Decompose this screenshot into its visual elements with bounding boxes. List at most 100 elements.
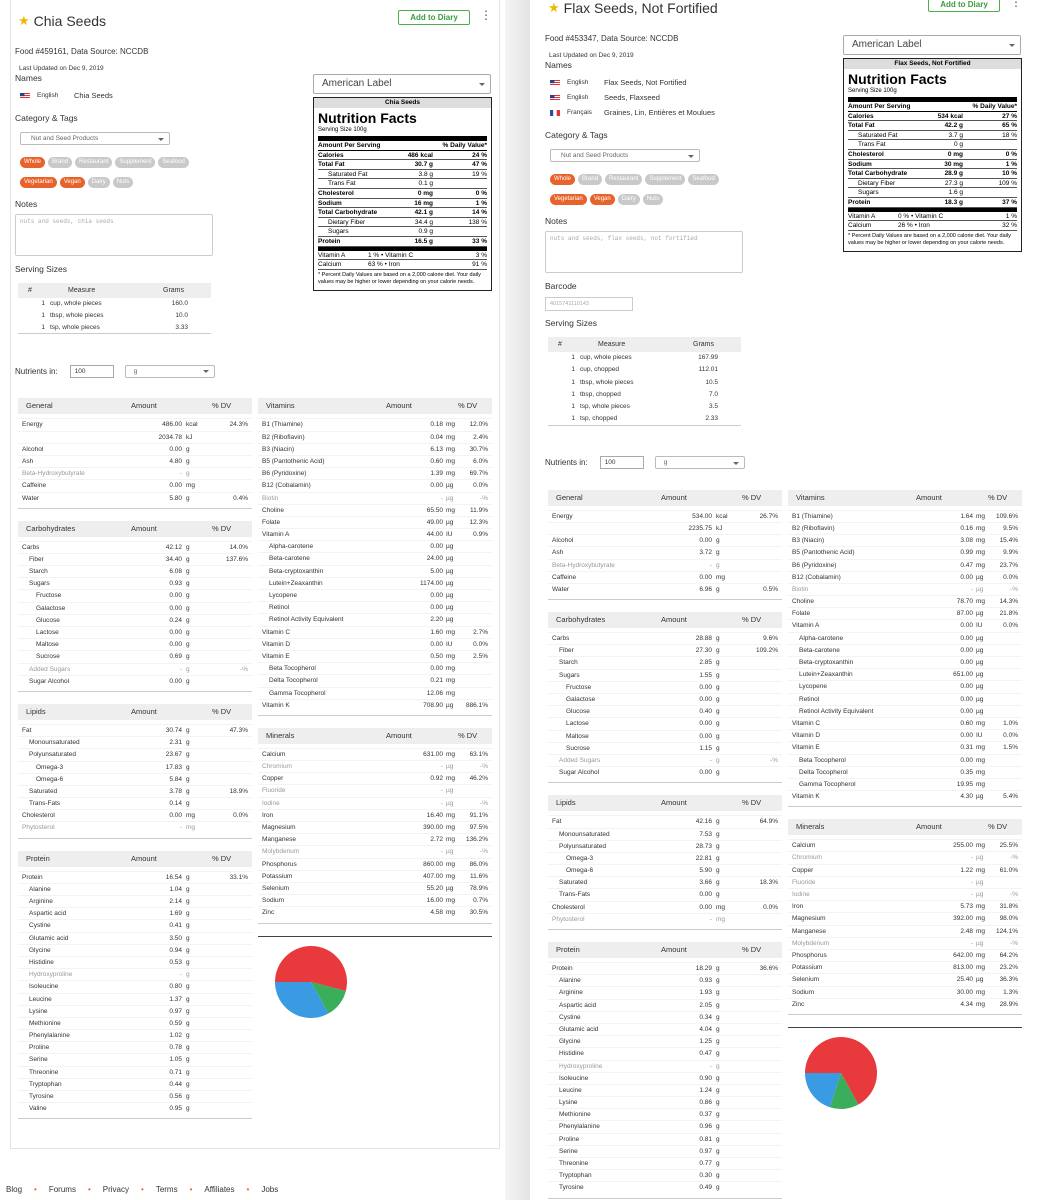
footer-link[interactable]: Terms [155,1185,178,1194]
nutrients-amount[interactable]: 100 [69,364,114,378]
footer-dot: • [246,1185,250,1194]
footer-link[interactable]: Affiliates [204,1185,235,1194]
nutrient-unit: g [186,751,190,759]
nutrient-name: Sucrose [566,744,590,752]
footer-link[interactable]: Privacy [102,1185,129,1194]
column-header: Amount [661,798,687,808]
nutrient-unit: g [186,616,190,624]
label-nutrient: Dietary Fiber [328,218,366,226]
nutrient-amount: - [709,561,712,569]
nutrient-row: Starch 6.08 g [18,565,252,577]
nutrient-unit: µg [976,659,984,667]
tag[interactable]: Nuts [642,194,664,205]
nutrient-unit: mg [976,780,986,788]
serving-count: 1 [571,366,575,374]
nutrient-amount: 0.00 [169,812,182,820]
serving-measure: cup, chopped [580,366,620,374]
nutrient-row: Alcohol 0.00 g [548,534,782,546]
nutrient-amount: 1.39 [430,470,443,478]
nutrient-name: B1 (Thiamine) [792,512,833,520]
tag[interactable]: Vegetarian [20,177,57,188]
category-select[interactable]: Nut and Seed Products [550,149,700,162]
tag[interactable]: Dairy [617,194,640,205]
tag[interactable]: Dairy [87,177,110,188]
category-select[interactable]: Nut and Seed Products [20,132,170,145]
tag[interactable]: Supplement [115,157,156,168]
notes-field[interactable]: nuts and seeds, flax seeds, not fortifie… [545,231,743,273]
table-title: Vitamins [796,492,825,502]
label-select[interactable]: American Label [313,74,491,94]
tag[interactable]: Brand [48,157,73,168]
footer-link[interactable]: Blog [6,1185,23,1194]
label-dv: 24 % [472,151,487,159]
nutrient-name: Alanine [559,977,581,985]
nutrient-dv: -% [1010,854,1018,862]
nutrient-name: B12 (Cobalamin) [792,573,841,581]
nutrients-amount[interactable]: 100 [599,456,644,470]
footer-link[interactable]: Forums [48,1185,76,1194]
tag[interactable]: Seafood [158,157,189,168]
tag[interactable]: Vegetarian [550,194,587,205]
table-title: Minerals [796,822,825,832]
nutrient-dv: 12.0% [469,421,488,429]
footer-link[interactable]: Jobs [261,1185,279,1194]
notes-field[interactable]: nuts and seeds, chia seeds [15,214,213,256]
label-nutrient: Sodium [318,199,342,207]
flag-stripe [553,110,557,116]
nutrient-unit: g [186,922,190,930]
tag[interactable]: Supplement [645,174,686,185]
nutrient-row: B6 (Pyridoxine) 1.39 mg 69.7% [258,467,492,479]
nutrient-unit: g [716,696,720,704]
nutrient-name: Methionine [559,1111,591,1119]
serving-count: 1 [41,311,45,319]
tag[interactable]: Vegan [59,177,85,188]
label-amount: 42.1 g [414,209,433,217]
tag[interactable]: Restaurant [75,157,113,168]
nutrient-unit: µg [446,579,454,587]
nutrient-dv: 0.7% [473,897,488,905]
nutrient-unit: mg [976,842,986,850]
label-row: Cholesterol 0 mg 0 % [318,189,487,199]
table-body: Energy 534.00 kcal 26.7% 2235.75 kJ Alcohol 0.0… [548,506,782,599]
label-nutrient: Protein [318,237,341,245]
tag[interactable]: Restaurant [605,174,643,185]
nutrient-row: Retinol Activity Equivalent 2.20 µg [258,613,492,625]
nutrient-amount: 0.56 [169,1093,182,1101]
nutrient-row: Glutamic acid 3.50 g [18,931,252,944]
label-select[interactable]: American Label [843,35,1021,55]
label-row: Cholesterol 0 mg 0 % [848,150,1017,160]
tag[interactable]: Nuts [112,177,134,188]
nutrient-dv: 64.2% [999,951,1018,959]
nutrient-name: Calcium [262,750,286,758]
nutrients-unit[interactable]: g [654,456,745,470]
nutrient-amount: 0.60 [430,457,443,465]
serving-measure: tbsp, chopped [580,390,621,398]
add-to-diary-button[interactable]: Add to Diary [398,10,470,25]
nutrient-name: B6 (Pyridoxine) [792,561,837,569]
barcode-field[interactable]: 4015741110143 [545,296,633,311]
menu-icon[interactable]: ⋮ [480,8,492,22]
nutrient-amount: 0.80 [169,983,182,991]
nutrient-amount: 0.00 [430,665,443,673]
nutrient-amount: 2.31 [169,739,182,747]
nutrient-unit: g [186,470,190,478]
nutrient-name: Beta Tocopherol [269,665,316,673]
add-to-diary-button[interactable]: Add to Diary [928,0,1000,12]
tag[interactable]: Whole [550,174,576,185]
nutrient-unit: µg [446,848,454,856]
menu-icon[interactable]: ⋮ [1010,0,1022,9]
nutrient-unit: kJ [186,433,193,441]
tag[interactable]: Whole [20,157,46,168]
nutrient-name: B5 (Pantothenic Acid) [262,457,325,465]
nutrient-unit: mg [446,836,456,844]
flag-stripe [20,93,30,94]
tag[interactable]: Vegan [589,194,615,205]
column-header: % DV [988,822,1008,832]
nutrients-unit[interactable]: g [124,364,215,378]
nutrient-amount: 16.00 [426,897,443,905]
nutrient-name: Tryptophan [559,1172,592,1180]
tag[interactable]: Seafood [688,174,719,185]
label-amount: 3.7 g [948,131,963,139]
tag[interactable]: Brand [578,174,603,185]
table-body: Calcium 631.00 mg 63.1% Chromium - µg -% Copper 0… [258,744,492,923]
